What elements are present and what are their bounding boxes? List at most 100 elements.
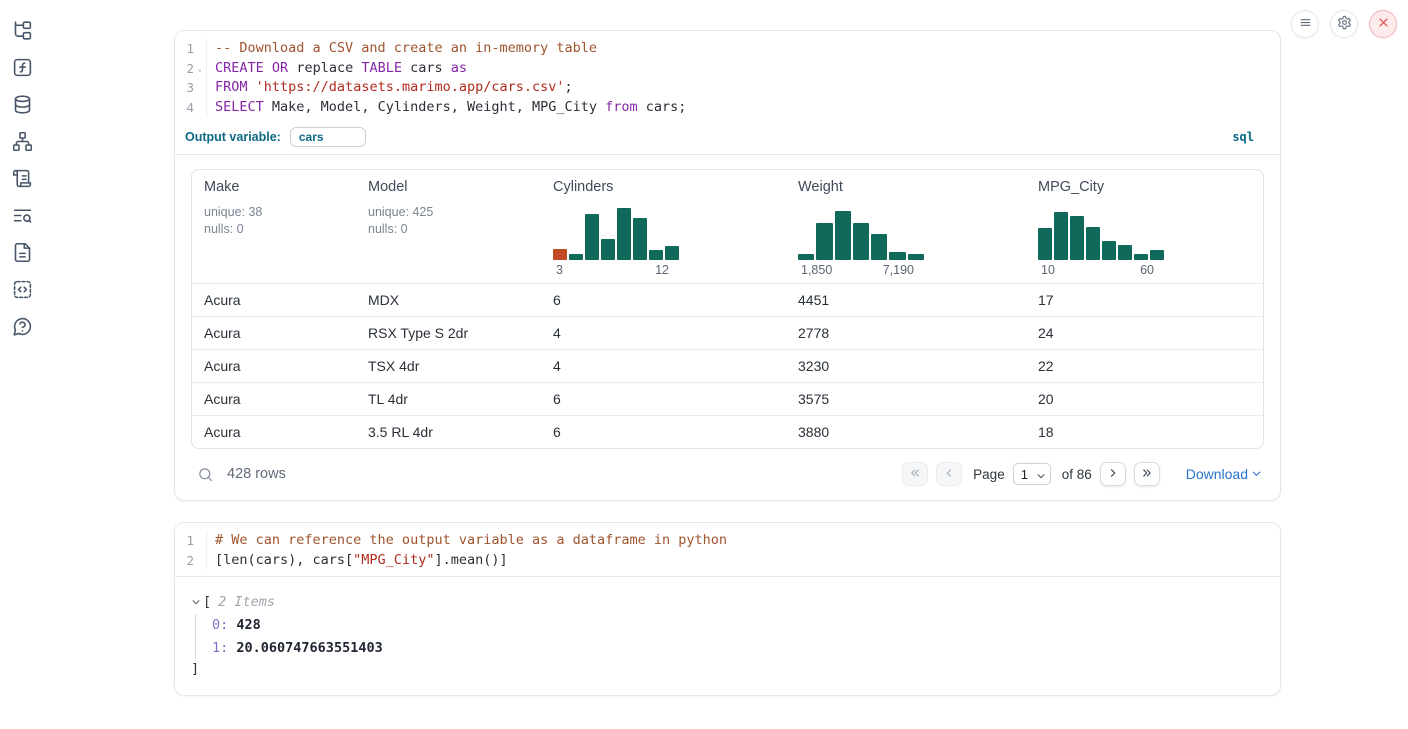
histogram-bar[interactable] — [1086, 226, 1100, 260]
column-stats: unique: 425 nulls: 0 — [368, 205, 434, 236]
histogram-bar[interactable] — [585, 214, 599, 260]
histogram-min-label: 10 — [1041, 263, 1055, 277]
sidebar-item-functions[interactable] — [11, 58, 33, 80]
next-page-button[interactable] — [1099, 462, 1126, 486]
histogram-bar[interactable] — [852, 222, 870, 260]
histogram-bar[interactable] — [1102, 241, 1116, 260]
table-body: Acura MDX 6 4451 17 Acura RSX Type S 2dr 4 2778 2… — [192, 283, 1263, 448]
table-cell: Acura — [204, 325, 241, 341]
histogram-bar[interactable] — [553, 248, 567, 260]
code-line[interactable]: 2 [len(cars), cars["MPG_City"].mean()] — [175, 550, 1280, 570]
histogram-bar[interactable] — [1150, 249, 1164, 260]
histogram-bar[interactable] — [649, 249, 663, 260]
file-tree-icon — [12, 20, 33, 44]
histogram-bar[interactable] — [1054, 212, 1068, 260]
chevron-down-icon — [191, 597, 201, 607]
column-stats: unique: 38 nulls: 0 — [204, 205, 263, 236]
code-line[interactable]: 4 SELECT Make, Model, Cylinders, Weight, … — [175, 97, 1280, 117]
sidebar-item-dependency-graph[interactable] — [11, 131, 33, 154]
page-select[interactable]: 1 — [1013, 466, 1050, 482]
histogram-bar[interactable] — [601, 239, 615, 260]
table-footer: 428 rows Page 1 of 86 Download — [191, 449, 1264, 490]
search-icon[interactable] — [197, 466, 214, 483]
menu-button[interactable] — [1291, 10, 1319, 38]
column-header-MPG_City[interactable]: MPG_City 10 60 — [1026, 170, 1263, 283]
histogram-bar[interactable] — [1038, 227, 1052, 260]
tree-entry: 0: 428 — [212, 614, 1264, 637]
sidebar-item-file-tree[interactable] — [11, 21, 33, 43]
histogram-bar[interactable] — [569, 253, 583, 260]
histogram-bar[interactable] — [1070, 216, 1084, 260]
table-row[interactable]: Acura TL 4dr 6 3575 20 — [192, 382, 1263, 415]
line-number: 2 ⌄ — [175, 58, 207, 78]
code-token: cars; — [637, 98, 687, 115]
histogram-bar[interactable] — [889, 251, 906, 260]
table-row[interactable]: Acura TSX 4dr 4 3230 22 — [192, 349, 1263, 382]
table-cell: 6 — [553, 424, 561, 440]
tree-entry: 1: 20.060747663551403 — [212, 637, 1264, 660]
column-header-Make[interactable]: Make unique: 38 nulls: 0 — [192, 170, 356, 283]
table-cell: 20 — [1038, 391, 1054, 407]
table-row[interactable]: Acura RSX Type S 2dr 4 2778 24 — [192, 316, 1263, 349]
notebook-actions — [1291, 10, 1397, 38]
download-label: Download — [1185, 466, 1248, 482]
python-code-editor[interactable]: 1 # We can reference the output variable … — [175, 523, 1280, 577]
sidebar-item-database[interactable] — [11, 95, 33, 117]
tree-root[interactable]: [ 2 Items — [191, 592, 1264, 612]
download-button[interactable]: Download — [1186, 466, 1262, 482]
scratchpad-icon — [12, 168, 33, 192]
table-cell: Acura — [204, 424, 241, 440]
histogram-bar[interactable] — [816, 222, 833, 260]
chevrons-left-icon — [908, 466, 922, 483]
histogram-max-label: 12 — [655, 263, 669, 277]
code-token: CREATE — [215, 59, 264, 76]
first-page-button[interactable] — [902, 462, 929, 486]
sidebar-item-documentation[interactable] — [11, 242, 33, 265]
sidebar-item-help[interactable] — [11, 317, 33, 339]
previous-page-button[interactable] — [936, 462, 963, 486]
line-number: 4 — [175, 97, 207, 117]
column-name: Weight — [798, 179, 843, 195]
output-variable-input[interactable] — [289, 127, 366, 147]
histogram-bar[interactable] — [1118, 245, 1132, 260]
sidebar-item-logs[interactable] — [11, 206, 33, 228]
sidebar-item-scratchpad[interactable] — [11, 169, 33, 191]
histogram-bar[interactable] — [1134, 254, 1148, 260]
code-token: from — [605, 98, 638, 115]
histogram-bar[interactable] — [834, 210, 851, 260]
column-header-Cylinders[interactable]: Cylinders 3 12 — [541, 170, 786, 283]
table-row[interactable]: Acura MDX 6 4451 17 — [192, 283, 1263, 316]
sql-cell-output: Make unique: 38 nulls: 0 Model unique: 425 nu… — [175, 155, 1280, 500]
code-line[interactable]: 3 FROM 'https://datasets.marimo.app/cars.… — [175, 78, 1280, 98]
snippets-icon — [12, 279, 33, 303]
python-cell: 1 # We can reference the output variable … — [174, 522, 1281, 696]
histogram-bar[interactable] — [633, 218, 647, 260]
code-token: replace — [288, 59, 362, 76]
line-number: 1 — [175, 39, 207, 59]
code-line[interactable]: 1 # We can reference the output variable … — [175, 531, 1280, 551]
histogram-bar[interactable] — [798, 253, 815, 260]
code-line[interactable]: 1 -- Download a CSV and create an in-memo… — [175, 39, 1280, 59]
column-header-Weight[interactable]: Weight 1,850 7,190 — [786, 170, 1026, 283]
last-page-button[interactable] — [1133, 462, 1160, 486]
code-token: Make, Model, Cylinders, Weight, MPG_City — [263, 98, 606, 115]
row-count: 428 rows — [227, 466, 286, 482]
histogram-bar[interactable] — [907, 253, 924, 260]
column-header-Model[interactable]: Model unique: 425 nulls: 0 — [356, 170, 541, 283]
code-line[interactable]: 2 ⌄ CREATE OR replace TABLE cars as — [175, 58, 1280, 78]
histogram-bar[interactable] — [617, 208, 631, 260]
tree-entry-key: 1: — [212, 639, 229, 656]
histogram-bar[interactable] — [871, 234, 888, 260]
column-name: MPG_City — [1038, 179, 1105, 195]
code-token: TABLE — [361, 59, 402, 76]
table-row[interactable]: Acura 3.5 RL 4dr 6 3880 18 — [192, 415, 1263, 448]
column-histogram — [553, 208, 679, 260]
sql-code-editor[interactable]: 1 -- Download a CSV and create an in-memo… — [175, 31, 1280, 123]
table-cell: 2778 — [798, 325, 830, 341]
sidebar-item-snippets[interactable] — [11, 280, 33, 302]
histogram-bar[interactable] — [665, 246, 679, 260]
shutdown-button[interactable] — [1369, 10, 1397, 38]
settings-button[interactable] — [1330, 10, 1358, 38]
sql-cell: 1 -- Download a CSV and create an in-memo… — [174, 30, 1281, 501]
